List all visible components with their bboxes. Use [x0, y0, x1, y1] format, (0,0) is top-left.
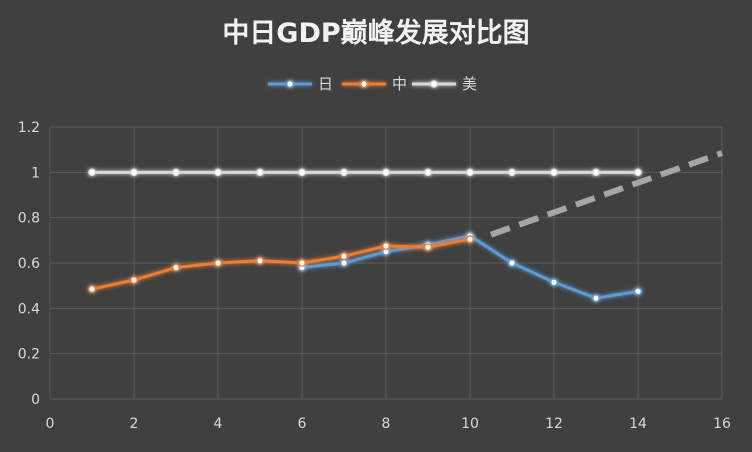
- data-point: [340, 168, 348, 177]
- data-point: [172, 263, 180, 272]
- y-tick-label: 0.2: [18, 347, 40, 363]
- x-tick-label: 8: [382, 416, 391, 432]
- data-point: [298, 168, 306, 177]
- legend-swatch-point: [360, 80, 368, 88]
- data-point: [340, 259, 348, 267]
- data-point: [634, 168, 642, 177]
- x-tick-label: 16: [713, 416, 731, 432]
- series-2: [88, 235, 474, 293]
- legend: 日中美: [268, 75, 477, 93]
- data-point: [172, 168, 180, 177]
- legend-item-1: [268, 80, 312, 88]
- data-point: [130, 276, 138, 284]
- y-tick-label: 1: [31, 165, 40, 181]
- data-point: [88, 285, 96, 293]
- y-tick-label: 0.4: [18, 301, 40, 317]
- data-point: [550, 168, 558, 177]
- data-point: [634, 287, 642, 296]
- data-point: [256, 256, 264, 265]
- x-tick-label: 14: [629, 416, 647, 432]
- dashed-trend-line: [490, 150, 723, 238]
- chart-title: 中日GDP巅峰发展对比图: [222, 17, 529, 49]
- legend-item-2: [342, 80, 386, 88]
- data-point: [214, 259, 222, 267]
- data-point: [256, 168, 264, 177]
- legend-swatch-point: [286, 80, 294, 88]
- legend-swatch-point: [430, 80, 438, 88]
- series-layer: [88, 168, 642, 302]
- y-tick-label: 0.6: [18, 256, 40, 272]
- data-point: [382, 168, 390, 177]
- annotations: [490, 150, 723, 238]
- data-point: [508, 259, 516, 267]
- data-point: [382, 242, 390, 250]
- data-point: [340, 252, 348, 261]
- x-tick-label: 0: [46, 416, 55, 432]
- data-point: [424, 243, 432, 251]
- data-point: [130, 168, 138, 177]
- y-tick-label: 0.8: [18, 211, 40, 227]
- series-3: [88, 168, 642, 177]
- y-tick-label: 1.2: [18, 120, 40, 136]
- legend-item-3: [412, 80, 456, 88]
- legend-label: 日: [318, 75, 333, 93]
- y-axis-ticks: 0 0.2 0.4 0.6 0.8 1 1.2: [18, 120, 40, 408]
- x-tick-label: 6: [298, 416, 307, 432]
- data-point: [298, 259, 306, 267]
- data-point: [592, 168, 600, 177]
- data-point: [508, 168, 516, 177]
- data-point: [466, 168, 474, 177]
- x-tick-label: 12: [545, 416, 563, 432]
- legend-label: 美: [462, 75, 477, 93]
- y-tick-label: 0: [31, 392, 40, 408]
- data-point: [592, 294, 600, 302]
- legend-label: 中: [392, 75, 407, 93]
- gridlines: [49, 126, 723, 400]
- data-point: [214, 168, 222, 177]
- data-point: [424, 168, 432, 177]
- x-tick-label: 4: [214, 416, 223, 432]
- x-tick-label: 2: [130, 416, 139, 432]
- x-tick-label: 10: [461, 416, 479, 432]
- series-line: [90, 237, 472, 291]
- data-point: [88, 168, 96, 177]
- data-point: [550, 278, 558, 287]
- data-point: [466, 235, 474, 244]
- x-axis-ticks: 0 2 4 6 8 10 12 14 16: [46, 416, 731, 432]
